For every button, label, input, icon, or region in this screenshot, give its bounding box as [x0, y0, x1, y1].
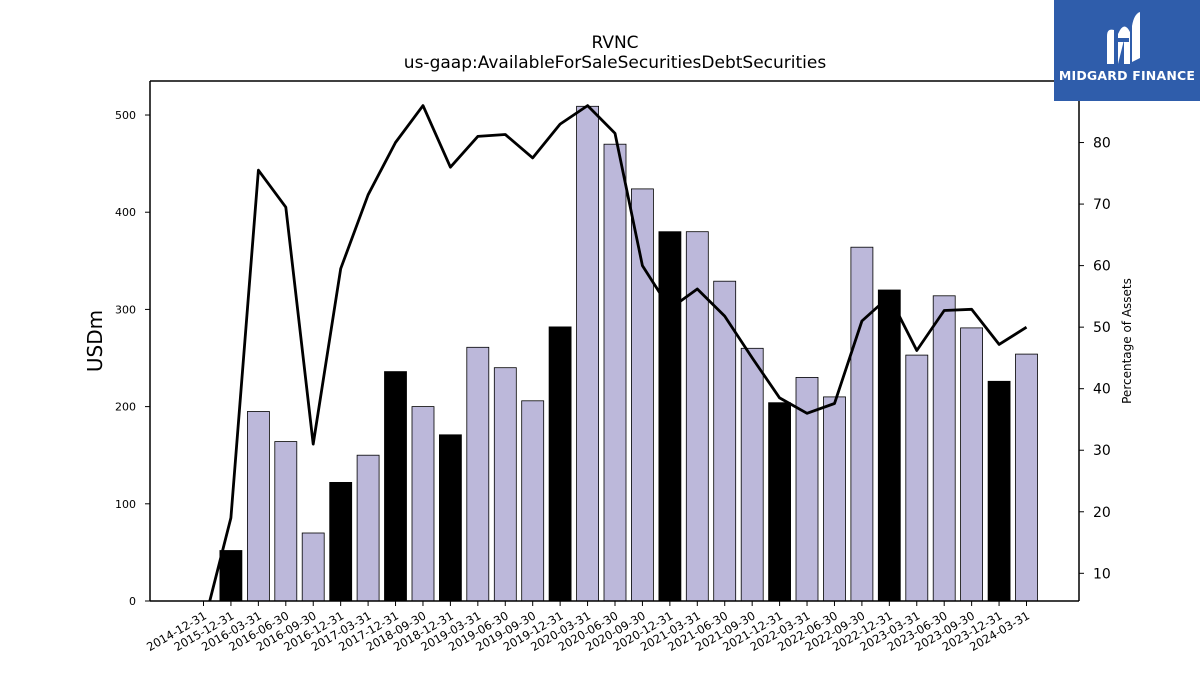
percentage-line: [208, 104, 1028, 601]
y2-tick-label: 40: [1093, 382, 1111, 398]
bar-2023-09-30: [960, 327, 983, 602]
bar-2016-06-30: [274, 441, 298, 602]
bar-2023-03-31: [905, 354, 929, 602]
bar-2024-03-31: [1015, 353, 1038, 602]
y2-tick-label: 50: [1093, 320, 1111, 336]
chart-title: RVNC: [591, 33, 638, 53]
y2-tick-label: 20: [1093, 505, 1111, 521]
bar-2015-12-31: [219, 550, 243, 602]
chart-subtitle: us-gaap:AvailableForSaleSecuritiesDebtSe…: [404, 53, 827, 73]
bars-layer: [219, 105, 1038, 602]
bar-2023-12-31: [987, 380, 1011, 602]
bar-2023-06-30: [932, 295, 956, 602]
bar-2016-03-31: [246, 411, 270, 602]
bar-2021-03-31: [685, 231, 709, 602]
y-tick-label: 300: [115, 303, 136, 316]
bar-2019-06-30: [493, 367, 517, 602]
bar-2020-12-31: [658, 231, 682, 602]
bar-2018-12-31: [438, 434, 462, 602]
midgard-m-logo-icon: [1107, 12, 1140, 65]
y-tick-label: 100: [115, 498, 136, 511]
bar-2020-06-30: [603, 143, 627, 602]
midgard-finance-logo: MIDGARD FINANCE: [1054, 0, 1200, 101]
y-tick-label: 0: [129, 595, 136, 608]
y-tick-label: 500: [115, 109, 136, 122]
bar-2021-12-31: [768, 402, 791, 602]
bar-2020-03-31: [576, 105, 599, 602]
y2-tick-label: 10: [1093, 566, 1111, 582]
line-layer: [208, 104, 1028, 601]
bar-2019-09-30: [521, 400, 545, 602]
y2-axis-label: Percentage of Assets: [1120, 278, 1134, 404]
bar-2021-09-30: [740, 347, 764, 602]
bar-2022-06-30: [823, 396, 846, 602]
y2-tick-label: 60: [1093, 259, 1111, 275]
bar-2017-03-31: [356, 454, 380, 602]
bar-2019-12-31: [548, 326, 572, 602]
y2-tick-label: 80: [1093, 136, 1111, 152]
bar-2017-12-31: [384, 371, 407, 602]
y-tick-label: 200: [115, 401, 136, 414]
y-tick-label: 400: [115, 206, 136, 219]
y2-tick-label: 30: [1093, 443, 1111, 459]
y2-tick-label: 70: [1093, 197, 1111, 213]
bar-2022-12-31: [877, 289, 901, 602]
bar-2019-03-31: [466, 346, 490, 602]
y-axis-label: USDm: [83, 310, 107, 372]
bar-2020-09-30: [631, 188, 654, 602]
bar-2018-09-30: [411, 406, 435, 602]
bar-2022-09-30: [850, 246, 874, 602]
bar-2016-09-30: [301, 532, 325, 602]
bar-2016-12-31: [329, 481, 353, 602]
logo-text: MIDGARD FINANCE: [1058, 68, 1196, 83]
